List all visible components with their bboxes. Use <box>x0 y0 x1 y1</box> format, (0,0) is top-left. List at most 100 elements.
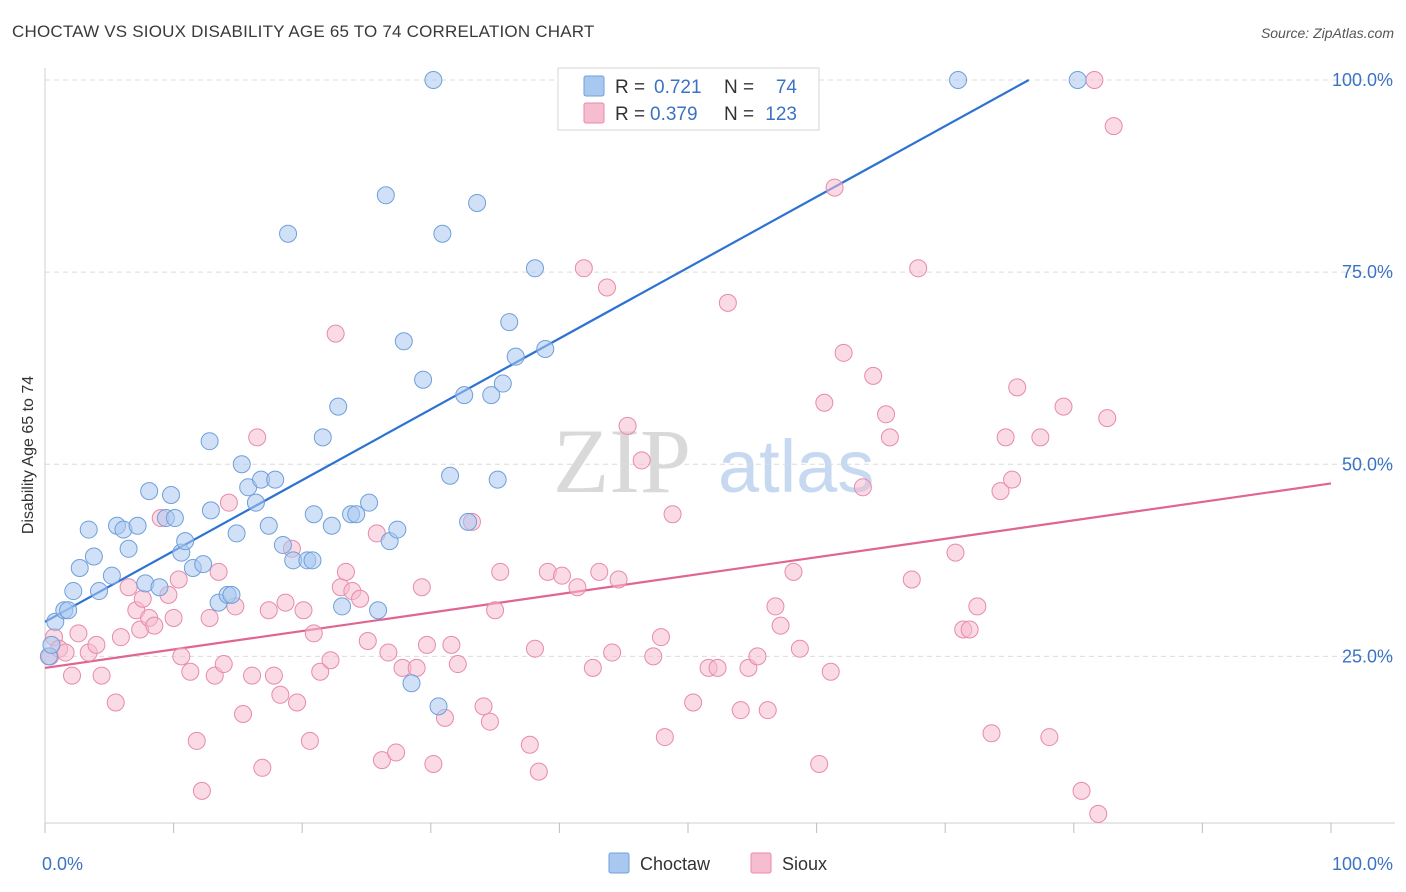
point-sioux <box>1072 781 1091 800</box>
point-sioux <box>336 562 355 581</box>
point-sioux <box>219 493 238 512</box>
point-sioux <box>991 482 1010 501</box>
bottom-legend-swatch-choctaw <box>608 852 630 874</box>
point-sioux <box>304 624 323 643</box>
legend-r-value-sioux: 0.379 <box>650 104 698 125</box>
point-choctaw <box>194 555 213 574</box>
point-choctaw <box>273 535 292 554</box>
point-sioux <box>902 570 921 589</box>
point-sioux <box>1008 378 1027 397</box>
chart-title: CHOCTAW VS SIOUX DISABILITY AGE 65 TO 74… <box>12 22 595 41</box>
point-choctaw <box>500 313 519 332</box>
point-choctaw <box>227 524 246 543</box>
point-sioux <box>200 608 219 627</box>
stats-legend: R = 0.721 N = 74 R = 0.379 N = 123 <box>557 67 820 131</box>
point-sioux <box>351 589 370 608</box>
legend-r-label: R = <box>615 104 645 125</box>
trendline-sioux <box>44 482 1332 669</box>
legend-r-label: R = <box>615 77 645 98</box>
point-sioux <box>474 697 493 716</box>
point-sioux <box>311 662 330 681</box>
point-sioux <box>708 658 727 677</box>
point-sioux <box>960 620 979 639</box>
point-sioux <box>63 666 82 685</box>
point-choctaw <box>201 501 220 520</box>
point-sioux <box>133 589 152 608</box>
point-sioux <box>864 366 883 385</box>
point-sioux <box>655 728 674 747</box>
point-choctaw <box>162 485 181 504</box>
x-tick-label: 0.0% <box>42 854 83 874</box>
legend-n-value-sioux: 123 <box>765 104 797 125</box>
point-sioux <box>568 578 587 597</box>
bottom-legend-swatch-sioux <box>750 852 772 874</box>
point-choctaw <box>459 512 478 531</box>
point-sioux <box>387 743 406 762</box>
point-choctaw <box>70 558 89 577</box>
point-sioux <box>880 428 899 447</box>
y-axis-title: Disability Age 65 to 74 <box>20 376 37 534</box>
point-sioux <box>825 178 844 197</box>
watermark-atlas: atlas <box>718 425 874 508</box>
point-sioux <box>684 693 703 712</box>
point-choctaw <box>525 259 544 278</box>
legend-swatch-choctaw <box>583 75 605 97</box>
point-choctaw <box>232 455 251 474</box>
point-sioux <box>946 543 965 562</box>
point-sioux <box>590 562 609 581</box>
point-choctaw <box>102 566 121 585</box>
point-sioux <box>448 655 467 674</box>
legend-n-label: N = <box>724 104 754 125</box>
point-sioux <box>164 608 183 627</box>
point-choctaw <box>424 71 443 89</box>
point-sioux <box>358 632 377 651</box>
point-sioux <box>748 647 767 666</box>
point-sioux <box>248 428 267 447</box>
point-choctaw <box>222 585 241 604</box>
point-choctaw <box>84 547 103 566</box>
point-sioux <box>877 405 896 424</box>
point-choctaw <box>1068 71 1087 89</box>
point-sioux <box>815 393 834 412</box>
point-sioux <box>552 566 571 585</box>
point-sioux <box>996 428 1015 447</box>
point-sioux <box>784 562 803 581</box>
bottom-legend-choctaw: Choctaw <box>640 854 711 874</box>
point-choctaw <box>429 697 448 716</box>
point-choctaw <box>402 674 421 693</box>
point-sioux <box>234 705 253 724</box>
point-sioux <box>119 578 138 597</box>
point-choctaw <box>949 71 968 89</box>
legend-r-value-choctaw: 0.721 <box>654 77 702 98</box>
point-choctaw <box>347 505 366 524</box>
point-choctaw <box>59 601 78 620</box>
point-sioux <box>821 662 840 681</box>
point-choctaw <box>79 520 98 539</box>
point-choctaw <box>279 224 298 243</box>
point-choctaw <box>119 539 138 558</box>
series-legend: Choctaw Sioux <box>608 852 827 874</box>
point-choctaw <box>313 428 332 447</box>
point-choctaw <box>90 582 109 601</box>
point-sioux <box>288 693 307 712</box>
point-sioux <box>651 628 670 647</box>
point-sioux <box>1031 428 1050 447</box>
point-sioux <box>111 628 130 647</box>
point-choctaw <box>394 332 413 351</box>
point-sioux <box>407 658 426 677</box>
point-sioux <box>424 754 443 773</box>
source-credit: Source: ZipAtlas.com <box>1260 25 1394 41</box>
point-choctaw <box>488 470 507 489</box>
point-sioux <box>264 666 283 685</box>
y-tick-label: 100.0% <box>1332 70 1393 90</box>
point-sioux <box>192 781 211 800</box>
point-sioux <box>187 731 206 750</box>
tick-labels: 25.0% 50.0% 75.0% 100.0% 0.0% 100.0% <box>42 70 1393 874</box>
point-sioux <box>597 278 616 297</box>
point-sioux <box>1098 409 1117 428</box>
point-sioux <box>379 643 398 662</box>
point-choctaw <box>388 520 407 539</box>
point-sioux <box>909 259 928 278</box>
point-choctaw <box>304 505 323 524</box>
